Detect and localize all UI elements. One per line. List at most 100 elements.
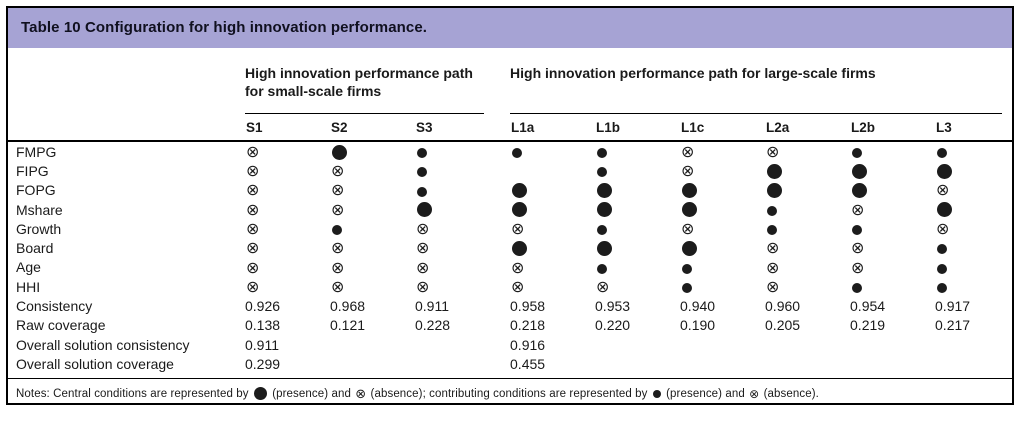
condition-cell: ⊗ — [245, 238, 330, 257]
absence-symbol: ⊗ — [246, 141, 260, 161]
central-presence-symbol — [682, 241, 698, 257]
column-header-S1: S1 — [245, 114, 330, 142]
absence-symbol: ⊗ — [936, 218, 950, 238]
table-figure-frame: Table 10 Configuration for high innovati… — [6, 6, 1014, 405]
condition-cell — [850, 277, 935, 296]
contributing-presence-symbol — [937, 263, 948, 274]
condition-cell — [595, 181, 680, 200]
row-label: Raw coverage — [16, 317, 106, 334]
absence-symbol: ⊗ — [511, 276, 525, 296]
footer-divider — [8, 377, 1012, 379]
group-header-spacer — [8, 48, 245, 114]
stat-cell: 0.954 — [850, 298, 886, 315]
notes-text: (absence). — [760, 387, 819, 400]
condition-cell: ⊗ — [850, 200, 935, 219]
table-row: FOPG ⊗ ⊗ ⊗ — [8, 181, 1012, 200]
column-header-L1b: L1b — [595, 114, 681, 142]
stat-cell — [680, 354, 765, 373]
row-label: FIPG — [16, 162, 49, 179]
condition-cell: ⊗ — [245, 181, 330, 200]
table-row: FMPG ⊗ ⊗ ⊗ — [8, 141, 1012, 161]
notes-text: Notes: Central conditions are represente… — [16, 387, 252, 400]
absence-symbol: ⊗ — [246, 257, 260, 277]
condition-cell: ⊗ — [245, 277, 330, 296]
row-label: Board — [16, 240, 54, 257]
contributing-presence-symbol — [417, 147, 427, 158]
condition-cell: ⊗ — [330, 258, 415, 277]
contributing-presence-symbol — [597, 147, 608, 158]
stat-cell — [680, 335, 765, 354]
absence-symbol: ⊗ — [416, 257, 430, 277]
condition-cell — [850, 161, 935, 180]
stat-cell — [330, 354, 415, 373]
condition-cell: ⊗ — [245, 161, 330, 180]
contributing-presence-symbol — [597, 263, 608, 274]
stat-cell: 0.917 — [935, 298, 971, 315]
central-presence-symbol — [937, 202, 953, 218]
group-header-row: High innovation performance path for sma… — [8, 48, 1012, 114]
table-row: Age ⊗ ⊗ ⊗ ⊗ ⊗ ⊗ — [8, 258, 1012, 277]
stat-cell — [330, 335, 415, 354]
central-presence-symbol — [417, 202, 432, 218]
condition-cell — [510, 200, 595, 219]
condition-cell: ⊗ — [510, 219, 595, 238]
condition-cell — [850, 141, 935, 161]
table-row: Overall solution consistency 0.911 0.916 — [8, 335, 1012, 354]
condition-cell — [415, 200, 510, 219]
row-label: Overall solution coverage — [16, 355, 174, 372]
stat-cell: 0.958 — [510, 298, 546, 315]
absence-symbol: ⊗ — [681, 161, 695, 181]
condition-cell: ⊗ — [850, 238, 935, 257]
column-header-S2: S2 — [330, 114, 415, 142]
group-label-small-scale: High innovation performance path for sma… — [245, 65, 473, 100]
condition-cell — [680, 200, 765, 219]
stat-cell — [595, 335, 680, 354]
absence-symbol: ⊗ — [331, 257, 345, 277]
stat-cell — [415, 354, 510, 373]
notes-text: (presence) and — [268, 387, 355, 400]
column-header-L3: L3 — [935, 114, 1012, 142]
condition-cell — [850, 181, 935, 200]
condition-cell — [935, 161, 1012, 180]
absence-symbol: ⊗ — [851, 238, 865, 258]
central-presence-symbol — [852, 183, 868, 199]
contributing-presence-symbol — [937, 244, 948, 255]
contributing-absence-legend-icon: ⊗ — [749, 386, 760, 401]
column-header-L1c: L1c — [680, 114, 766, 142]
row-label: Age — [16, 259, 41, 276]
stat-cell: 0.911 — [245, 336, 279, 353]
absence-symbol: ⊗ — [416, 276, 430, 296]
row-label: Consistency — [16, 298, 93, 315]
central-presence-symbol — [512, 241, 528, 257]
absence-symbol: ⊗ — [681, 141, 695, 161]
stat-cell: 0.205 — [765, 317, 801, 334]
absence-symbol: ⊗ — [246, 180, 260, 200]
condition-cell — [415, 141, 510, 161]
stat-cell: 0.217 — [935, 317, 971, 334]
condition-cell: ⊗ — [935, 181, 1012, 200]
contributing-presence-symbol — [767, 225, 778, 236]
row-label: FMPG — [16, 143, 57, 160]
central-presence-symbol — [767, 163, 783, 179]
condition-cell: ⊗ — [595, 277, 680, 296]
condition-cell — [935, 277, 1012, 296]
condition-cell — [595, 141, 680, 161]
central-presence-symbol — [332, 144, 347, 160]
condition-cell: ⊗ — [330, 200, 415, 219]
stat-cell — [935, 354, 1012, 373]
stat-cell: 0.968 — [330, 298, 366, 315]
table-notes: Notes: Central conditions are represente… — [8, 379, 1012, 402]
central-presence-symbol — [852, 163, 868, 179]
condition-cell — [850, 219, 935, 238]
contributing-presence-symbol — [597, 167, 608, 178]
central-absence-legend-icon: ⊗ — [355, 386, 367, 402]
column-header-row: S1 S2 S3 L1a L1b L1c L2a L2b L3 — [8, 114, 1012, 142]
central-presence-symbol — [597, 202, 613, 218]
absence-symbol: ⊗ — [331, 238, 345, 258]
stat-cell: 0.299 — [245, 355, 281, 372]
condition-cell: ⊗ — [935, 219, 1012, 238]
table-row: Overall solution coverage 0.299 0.455 — [8, 354, 1012, 373]
condition-cell: ⊗ — [765, 238, 850, 257]
condition-cell — [415, 181, 510, 200]
condition-cell: ⊗ — [765, 277, 850, 296]
